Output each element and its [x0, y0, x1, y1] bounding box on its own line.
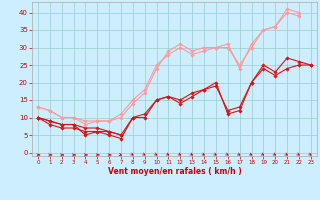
X-axis label: Vent moyen/en rafales ( km/h ): Vent moyen/en rafales ( km/h )	[108, 167, 241, 176]
